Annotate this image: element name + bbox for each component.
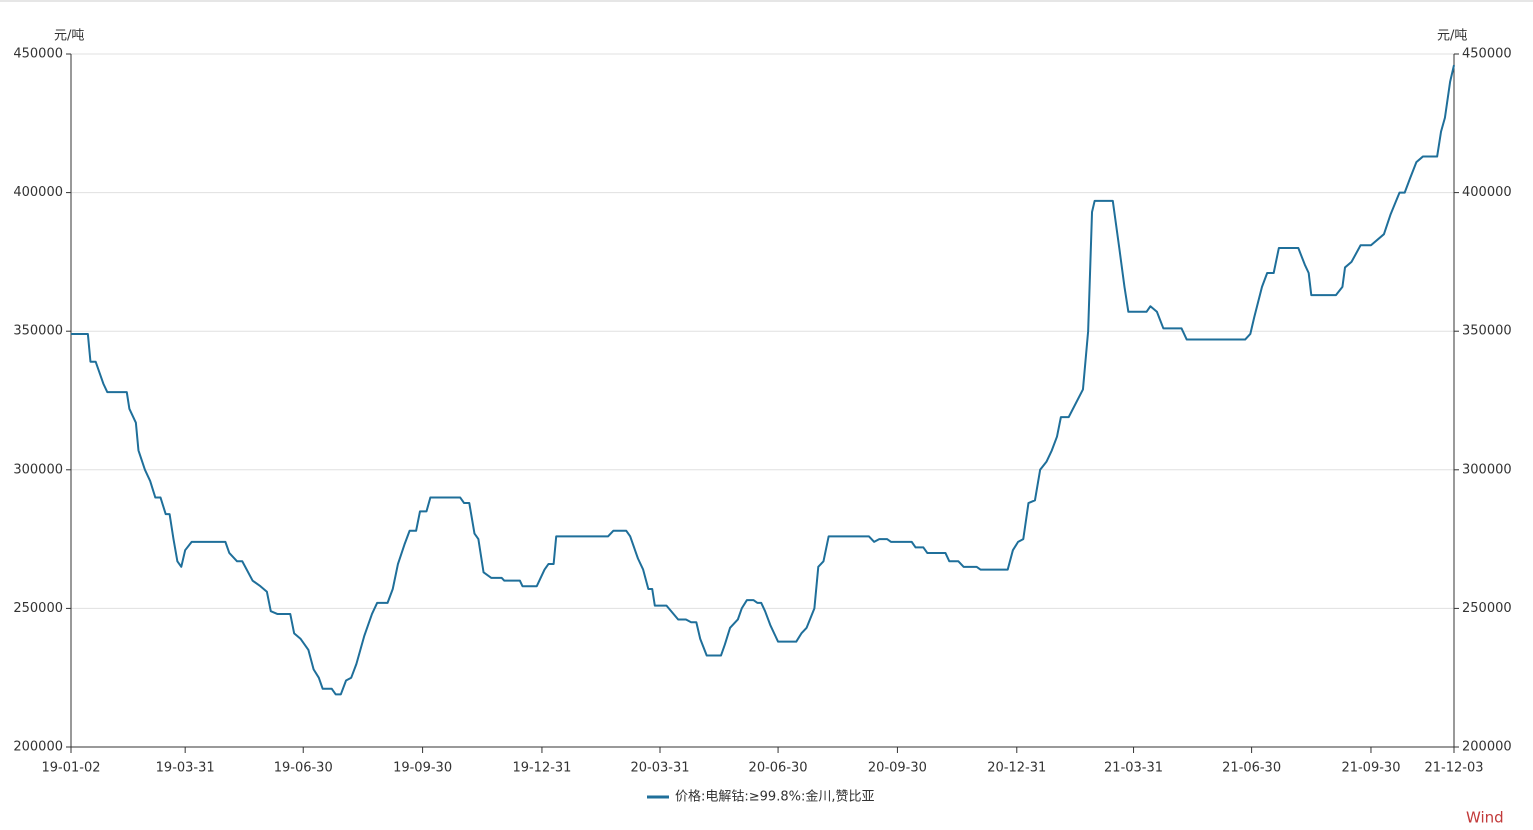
- x-tick-label: 19-06-30: [274, 761, 333, 776]
- legend-label: 价格:电解钴:≥99.8%:金川,赞比亚: [675, 789, 874, 805]
- y-tick-label: 200000: [13, 740, 63, 755]
- y2-tick-label: 300000: [1462, 462, 1512, 477]
- y2-tick-label: 450000: [1462, 47, 1512, 62]
- x-tick-label: 21-12-03: [1424, 761, 1483, 776]
- y2-axis-label: 元/吨: [1437, 29, 1467, 44]
- y-tick-label: 300000: [13, 462, 63, 477]
- y-axis-label: 元/吨: [54, 29, 84, 44]
- y-tick-label: 400000: [13, 185, 63, 200]
- x-tick-label: 21-03-31: [1104, 761, 1163, 776]
- x-tick-label: 19-03-31: [156, 761, 215, 776]
- x-tick-label: 20-06-30: [749, 761, 808, 776]
- x-tick-label: 21-09-30: [1341, 761, 1400, 776]
- x-tick-label: 19-01-02: [41, 761, 100, 776]
- y-tick-label: 450000: [13, 47, 63, 62]
- y2-tick-label: 200000: [1462, 740, 1512, 755]
- x-tick-label: 19-09-30: [393, 761, 452, 776]
- line-series: [71, 64, 1455, 696]
- y2-tick-label: 400000: [1462, 185, 1512, 200]
- watermark: Wind: [1466, 809, 1504, 827]
- y2-tick-label: 250000: [1462, 601, 1512, 616]
- x-tick-label: 20-09-30: [868, 761, 927, 776]
- x-tick-label: 20-03-31: [630, 761, 689, 776]
- x-tick-label: 21-06-30: [1222, 761, 1281, 776]
- x-tick-label: 19-12-31: [512, 761, 571, 776]
- y-tick-label: 350000: [13, 324, 63, 339]
- x-tick-label: 20-12-31: [987, 761, 1046, 776]
- y-tick-label: 250000: [13, 601, 63, 616]
- y2-tick-label: 350000: [1462, 324, 1512, 339]
